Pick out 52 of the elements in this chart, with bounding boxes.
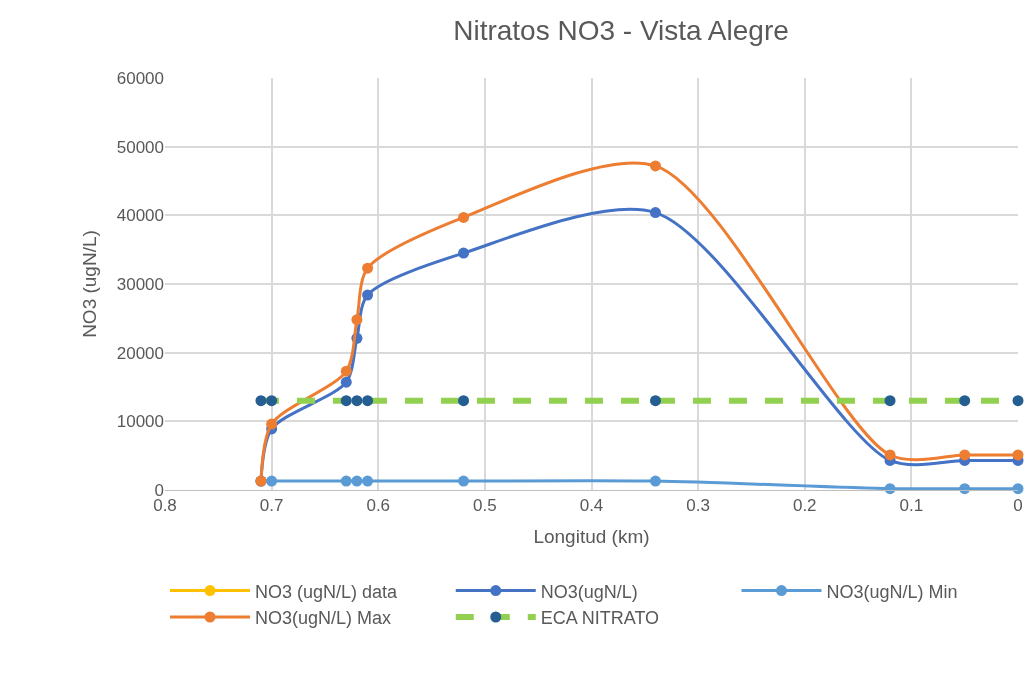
- point: [959, 395, 971, 407]
- x-tick-label: 0.5: [473, 496, 497, 516]
- point: [266, 395, 278, 407]
- x-tick-label: 0.1: [899, 496, 924, 516]
- legend-label: NO3(ugN/L) Max: [255, 608, 392, 629]
- point: [1012, 449, 1024, 461]
- point: [255, 395, 267, 407]
- legend-label: NO3(ugN/L): [540, 581, 638, 602]
- chart-title: Nitratos NO3 - Vista Alegre: [453, 15, 789, 47]
- x-tick-label: 0.4: [579, 496, 604, 516]
- legend-label: NO3 (ugN/L) data: [255, 581, 399, 602]
- x-tick-label: 0.2: [792, 496, 817, 516]
- point: [351, 475, 363, 487]
- point: [1012, 395, 1024, 407]
- point: [362, 395, 374, 407]
- point: [340, 376, 352, 388]
- legend-label: ECA NITRATO: [540, 608, 660, 629]
- point: [340, 395, 352, 407]
- x-tick-label: 0: [1013, 496, 1023, 516]
- point: [362, 262, 374, 274]
- point: [884, 449, 896, 461]
- y-axis-title: NO3 (ugN/L): [78, 230, 100, 338]
- point: [351, 314, 363, 326]
- x-axis-title: Longitud (km): [533, 526, 650, 548]
- y-tick-label: 60000: [116, 68, 164, 88]
- point: [1012, 483, 1024, 495]
- x-tick-label: 0.7: [259, 496, 284, 516]
- point: [884, 395, 896, 407]
- point: [959, 449, 971, 461]
- point: [340, 365, 352, 377]
- point: [266, 475, 278, 487]
- point: [458, 211, 470, 223]
- y-tick-label: 30000: [116, 274, 164, 294]
- y-tick-label: 20000: [116, 343, 164, 363]
- point: [458, 475, 470, 487]
- y-tick-label: 50000: [116, 137, 164, 157]
- legend-label: NO3(ugN/L) Min: [826, 581, 958, 602]
- point: [458, 395, 470, 407]
- point: [649, 207, 661, 219]
- x-tick-label: 0.3: [686, 496, 710, 516]
- point: [362, 475, 374, 487]
- point: [649, 395, 661, 407]
- x-tick-label: 0.6: [366, 496, 391, 516]
- y-tick-label: 10000: [116, 412, 164, 432]
- point: [266, 418, 278, 430]
- y-tick-label: 40000: [116, 206, 164, 226]
- point: [340, 475, 352, 487]
- point: [362, 289, 374, 301]
- point: [351, 395, 363, 407]
- point: [458, 247, 470, 259]
- point: [649, 160, 661, 172]
- point: [649, 475, 661, 487]
